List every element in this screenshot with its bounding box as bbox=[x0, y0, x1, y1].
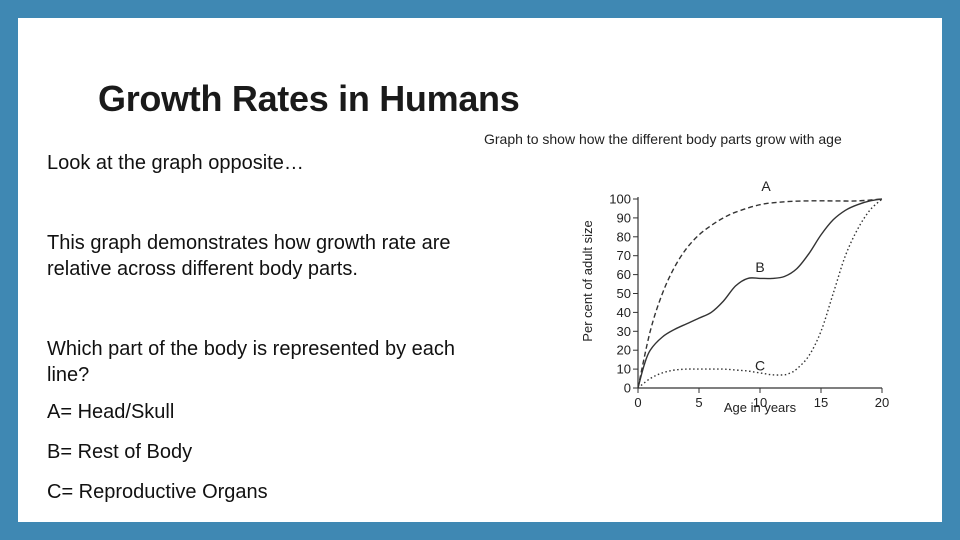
y-tick-label-80: 80 bbox=[617, 229, 631, 244]
x-tick-label-20: 20 bbox=[875, 395, 889, 410]
y-tick-label-100: 100 bbox=[609, 192, 631, 207]
y-axis-label: Per cent of adult size bbox=[580, 220, 595, 341]
chart-ticks: 0 10 20 30 40 50 60 70 80 90 100 0 5 10 15 20 bbox=[609, 192, 889, 411]
series-line-a bbox=[637, 198, 883, 389]
x-axis-label: Age in years bbox=[724, 400, 797, 415]
y-tick-label-0: 0 bbox=[624, 381, 631, 396]
y-tick-label-40: 40 bbox=[617, 305, 631, 320]
slide-title: Growth Rates in Humans bbox=[98, 78, 520, 119]
chart-series-labels: A B C bbox=[755, 178, 771, 374]
intro-text: Look at the graph opposite… bbox=[47, 152, 304, 174]
y-tick-label-50: 50 bbox=[617, 286, 631, 301]
x-tick-label-10: 10 bbox=[753, 395, 767, 410]
y-tick-label-90: 90 bbox=[617, 210, 631, 225]
growth-chart: Graph to show how the different body par… bbox=[484, 131, 889, 415]
series-label-c: C bbox=[755, 357, 765, 373]
y-tick-label-30: 30 bbox=[617, 324, 631, 339]
y-tick-label-20: 20 bbox=[617, 343, 631, 358]
slide: Growth Rates in Humans Look at the graph… bbox=[18, 18, 942, 522]
question-text: Which part of the body is represented by… bbox=[47, 338, 456, 386]
y-tick-label-70: 70 bbox=[617, 248, 631, 263]
series-label-a: A bbox=[761, 178, 771, 194]
x-tick-label-15: 15 bbox=[814, 395, 828, 410]
y-tick-label-10: 10 bbox=[617, 362, 631, 377]
answer-b-text: B= Rest of Body bbox=[47, 441, 193, 463]
answer-c-text: C= Reproductive Organs bbox=[47, 481, 268, 503]
chart-lines bbox=[637, 198, 883, 389]
x-tick-label-5: 5 bbox=[695, 395, 702, 410]
answer-a-text: A= Head/Skull bbox=[47, 401, 175, 423]
x-tick-label-0: 0 bbox=[634, 395, 641, 410]
series-line-b bbox=[637, 198, 883, 389]
y-tick-label-60: 60 bbox=[617, 267, 631, 282]
chart-title: Graph to show how the different body par… bbox=[484, 131, 842, 147]
explanation-text: This graph demonstrates how growth rate … bbox=[47, 232, 451, 280]
series-line-c bbox=[637, 198, 883, 389]
series-label-b: B bbox=[755, 259, 764, 275]
